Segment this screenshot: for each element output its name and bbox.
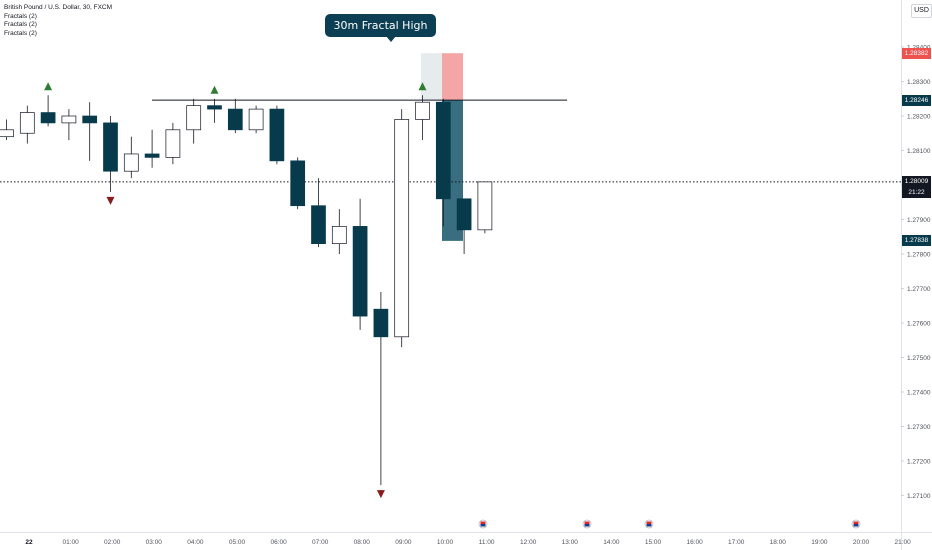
x-tick-label: 03:00 <box>146 539 163 546</box>
x-tick-label: 16:00 <box>686 539 703 546</box>
candle-bullish[interactable] <box>165 129 181 158</box>
legend-indicator-fractals-1[interactable]: Fractals (2) <box>4 12 37 20</box>
us-flag-icon-stripe <box>646 521 652 524</box>
candle-bullish[interactable] <box>123 153 139 172</box>
x-tick-label: 04:00 <box>187 539 204 546</box>
x-tick-label: 13:00 <box>562 539 579 546</box>
candle-bullish[interactable] <box>0 129 14 138</box>
fractal-up-marker <box>418 82 427 91</box>
legend-indicator-fractals-2[interactable]: Fractals (2) <box>4 21 37 29</box>
fractal-up-marker <box>210 85 219 94</box>
price-tag-stop-loss: 1.28382 <box>902 47 931 59</box>
candle-bullish[interactable] <box>415 101 430 120</box>
x-tick-label: 20:00 <box>853 539 870 546</box>
x-tick-label: 22 <box>25 539 33 546</box>
fractal-up-marker <box>44 82 53 91</box>
candle-bullish[interactable] <box>61 115 77 124</box>
candle-bearish[interactable] <box>373 308 389 338</box>
candle-bearish[interactable] <box>103 122 118 172</box>
event-flag-icon-field <box>480 524 486 527</box>
candle-bullish[interactable] <box>331 226 347 244</box>
x-tick-label: 17:00 <box>728 539 745 546</box>
y-tick-label: 1.27300 <box>907 424 931 431</box>
x-tick-label: 14:00 <box>603 539 620 546</box>
us-flag-icon-field <box>584 524 590 527</box>
x-tick-label: 12:00 <box>520 539 537 546</box>
fractal-down-marker <box>376 490 385 499</box>
candle-bearish[interactable] <box>435 101 451 200</box>
x-tick-label: 01:00 <box>62 539 79 546</box>
event-flag-icon-stripe <box>480 521 486 524</box>
x-tick-label: 09:00 <box>395 539 412 546</box>
x-tick-label: 18:00 <box>770 539 787 546</box>
position-stop-zone[interactable] <box>442 53 463 101</box>
candle-bullish[interactable] <box>186 105 202 131</box>
x-tick-label: 10:00 <box>437 539 454 546</box>
candle-bearish[interactable] <box>269 108 285 162</box>
candle-bearish[interactable] <box>456 198 472 231</box>
legend-indicator-fractals-3[interactable]: Fractals (2) <box>4 29 37 37</box>
candle-bearish[interactable] <box>227 108 243 131</box>
candle-bearish[interactable] <box>40 112 56 124</box>
x-tick-label: 11:00 <box>479 539 495 546</box>
y-tick-label: 1.27700 <box>907 286 931 293</box>
price-tag-sweep-level: 1.28246 <box>902 94 931 106</box>
legend-title: British Pound / U.S. Dollar, 30, FXCM <box>4 4 113 11</box>
y-tick-label: 1.27200 <box>907 459 931 466</box>
candle-bullish[interactable] <box>19 112 35 134</box>
currency-button[interactable]: USD <box>911 4 932 18</box>
candle-bullish[interactable] <box>248 108 264 131</box>
candle-bearish[interactable] <box>290 160 306 207</box>
y-tick-label: 1.28100 <box>907 148 931 155</box>
x-tick-label: 06:00 <box>270 539 287 546</box>
y-tick-label: 1.27500 <box>907 355 931 362</box>
candle-bearish[interactable] <box>144 153 160 158</box>
bar-countdown: 21:22 <box>902 187 931 199</box>
y-tick-label: 1.27800 <box>907 252 931 259</box>
candle-bearish[interactable] <box>82 115 98 124</box>
x-tick-label: 19:00 <box>811 539 828 546</box>
x-tick-label: 05:00 <box>229 539 246 546</box>
candle-bullish[interactable] <box>477 181 493 231</box>
us-flag-icon-field <box>853 524 859 527</box>
position-entry-shade[interactable] <box>421 53 442 101</box>
x-tick-label: 02:00 <box>104 539 121 546</box>
y-tick-label: 1.27400 <box>907 390 931 397</box>
price-tag-take-profit: 1.27838 <box>902 235 931 247</box>
candle-bearish[interactable] <box>311 205 326 244</box>
y-tick-label: 1.28300 <box>907 79 931 86</box>
y-tick-label: 1.27600 <box>907 321 931 328</box>
x-tick-label: 15:00 <box>645 539 662 546</box>
us-flag-icon-field <box>646 524 652 527</box>
y-tick-label: 1.27100 <box>907 493 931 500</box>
candle-bearish[interactable] <box>207 105 222 110</box>
y-tick-label: 1.27900 <box>907 217 931 224</box>
candle-bullish[interactable] <box>394 119 410 338</box>
us-flag-icon-stripe <box>584 521 590 524</box>
fractal-down-marker <box>106 196 115 205</box>
chart-legend: British Pound / U.S. Dollar, 30, FXCM Fr… <box>4 4 112 38</box>
us-flag-icon-stripe <box>853 521 859 524</box>
candle-bearish[interactable] <box>352 226 368 317</box>
y-tick-label: 1.28200 <box>907 114 931 121</box>
x-tick-label: 21:00 <box>894 539 911 546</box>
price-tag-current: 1.28009 <box>902 176 931 188</box>
callout-label[interactable]: 30m Fractal High Sweep <box>325 14 436 55</box>
x-tick-label: 08:00 <box>354 539 371 546</box>
callout-pointer <box>386 36 396 42</box>
x-tick-label: 07:00 <box>312 539 329 546</box>
